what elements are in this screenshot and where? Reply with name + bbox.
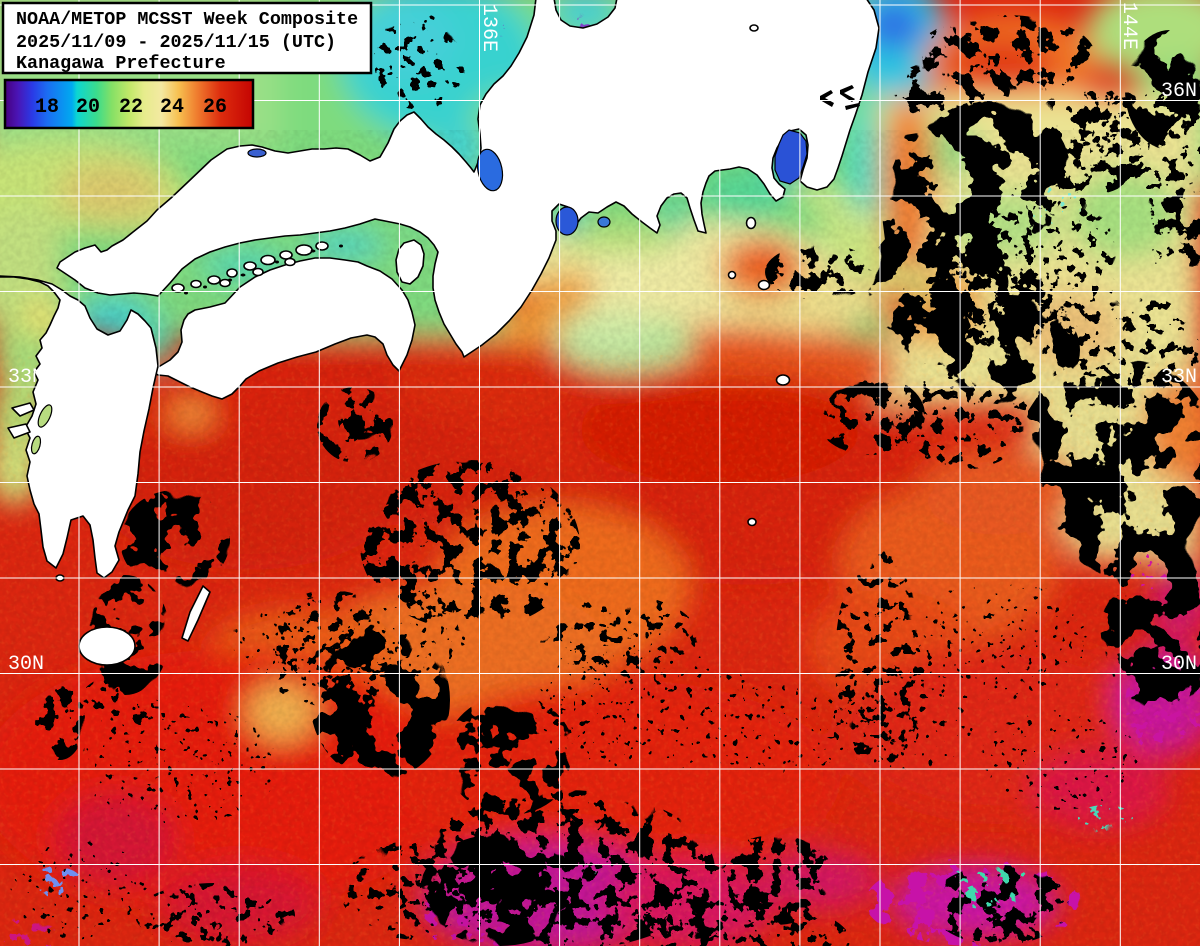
svg-text:30N: 30N: [8, 653, 44, 676]
svg-text:36N: 36N: [1161, 80, 1197, 103]
svg-text:24: 24: [160, 96, 184, 119]
svg-text:144E: 144E: [1117, 2, 1140, 50]
svg-text:NOAA/METOP MCSST Week Composit: NOAA/METOP MCSST Week Composite: [16, 9, 358, 30]
svg-text:2025/11/09 - 2025/11/15 (UTC): 2025/11/09 - 2025/11/15 (UTC): [16, 32, 336, 53]
svg-text:Kanagawa Prefecture: Kanagawa Prefecture: [16, 53, 226, 74]
svg-text:20: 20: [76, 96, 100, 119]
svg-text:18: 18: [35, 96, 59, 119]
svg-text:33N: 33N: [1161, 366, 1197, 389]
svg-text:30N: 30N: [1161, 653, 1197, 676]
svg-text:136E: 136E: [477, 4, 500, 52]
svg-text:33N: 33N: [8, 366, 44, 389]
svg-text:26: 26: [203, 96, 227, 119]
svg-text:22: 22: [119, 96, 143, 119]
